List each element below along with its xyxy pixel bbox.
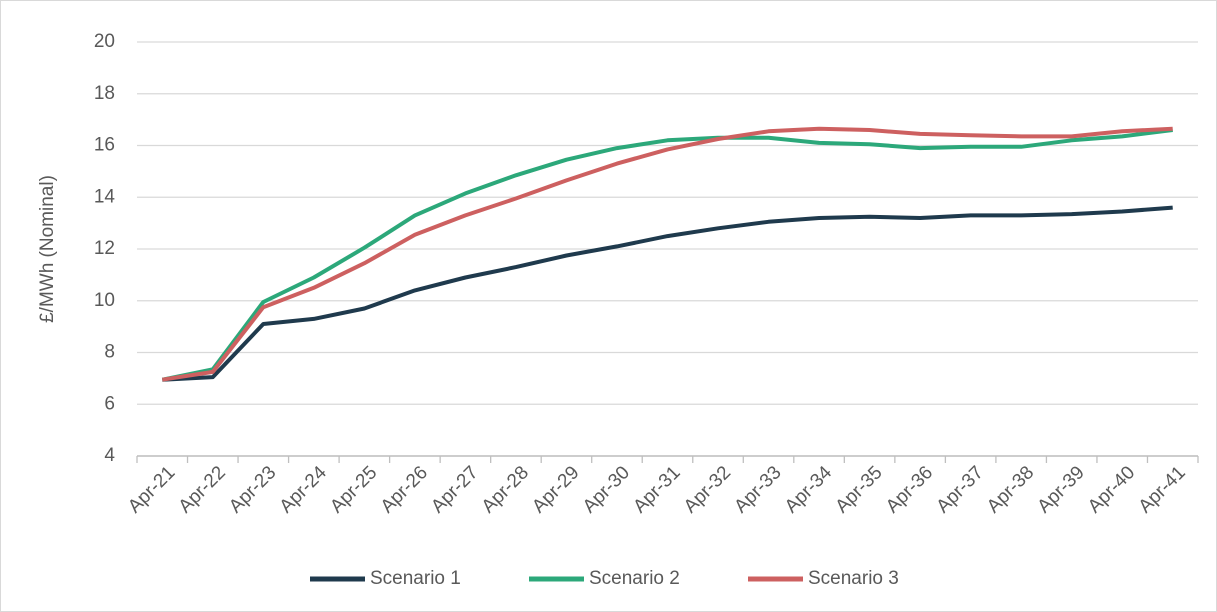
legend-label: Scenario 2 [589,568,680,589]
y-tick-label: 16 [94,135,115,156]
legend-label: Scenario 1 [370,568,461,589]
y-tick-label: 6 [104,393,115,414]
legend-label: Scenario 3 [808,568,899,589]
y-tick-label: 12 [94,238,115,259]
y-axis-label: £/MWh (Nominal) [37,175,58,323]
series-line [161,128,1173,382]
series-line [162,205,1173,382]
series-line [161,126,1173,382]
y-tick-label: 8 [104,342,115,363]
y-tick-label: 20 [94,31,115,52]
y-tick-label: 14 [94,186,116,207]
y-tick-label: 10 [94,290,115,311]
y-tick-label: 18 [94,83,115,104]
y-tick-label: 4 [104,445,115,466]
